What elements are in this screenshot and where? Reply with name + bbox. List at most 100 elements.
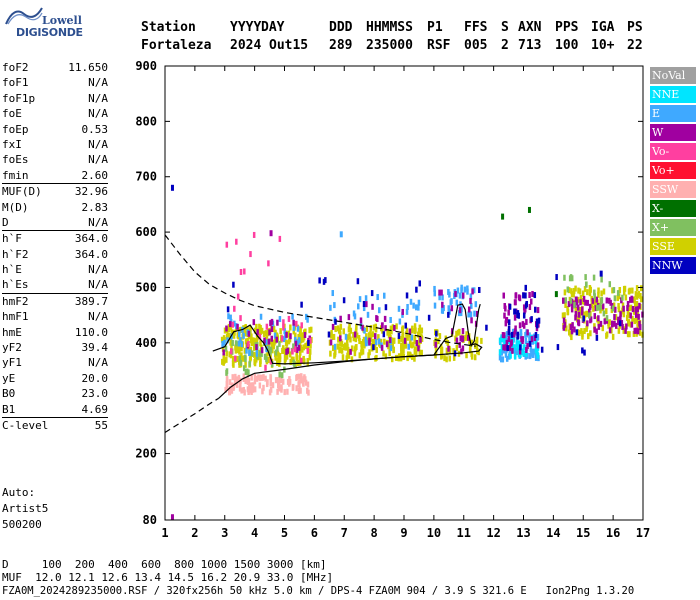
echo-point: [222, 354, 226, 361]
param-row: foF1p N/A: [2, 91, 108, 106]
legend-item-noval: NoVal: [650, 67, 696, 84]
param-value: N/A: [88, 263, 108, 277]
param-row: fmin 2.60: [2, 168, 108, 183]
echo-point: [567, 301, 571, 308]
echo-point: [400, 342, 403, 349]
logo-digisonde-text: DIGISONDE: [16, 26, 83, 39]
echo-point: [245, 347, 248, 354]
echo-point: [602, 288, 606, 295]
echo-point: [306, 381, 310, 388]
x-tick-label: 12: [486, 526, 500, 540]
echo-point: [583, 286, 587, 293]
ionosonde-wave-icon: [5, 7, 43, 25]
echo-point: [260, 350, 263, 357]
echo-point: [419, 336, 422, 343]
echo-point: [255, 375, 259, 382]
echo-point: [434, 341, 437, 348]
echo-point: [417, 327, 421, 334]
echo-point: [603, 318, 607, 325]
echo-point: [291, 348, 294, 355]
echo-point: [375, 346, 378, 353]
echo-point: [269, 352, 272, 359]
echo-point: [581, 330, 584, 337]
echo-point: [336, 325, 340, 332]
echo-point: [341, 354, 345, 361]
echo-point: [567, 287, 571, 294]
echo-point: [469, 311, 473, 318]
scaled-parameters-panel: foF2 11.650 foF1 N/A foF1p N/A foE N/A foEp 0.53 f…: [2, 60, 108, 433]
x-tick-label: 16: [606, 526, 620, 540]
y-tick-label: 300: [135, 391, 157, 405]
echo-point: [401, 339, 405, 346]
echo-point: [292, 324, 296, 331]
echo-point: [348, 332, 351, 339]
echo-point: [577, 320, 581, 327]
echo-point: [608, 319, 611, 326]
echo-point: [294, 340, 298, 347]
echo-point: [577, 287, 580, 294]
echo-point: [384, 304, 388, 311]
echo-point: [269, 380, 272, 387]
echo-point: [269, 358, 273, 365]
param-name: foEs: [2, 153, 29, 167]
echo-point: [509, 352, 512, 359]
header-label-year: YYYY: [230, 20, 262, 35]
echo-point: [525, 318, 528, 325]
echo-point: [225, 241, 229, 248]
echo-point: [284, 355, 287, 362]
echo-point: [585, 310, 588, 317]
echo-point: [279, 328, 282, 335]
echo-point: [573, 302, 576, 309]
echo-point: [230, 387, 234, 394]
echo-point: [502, 292, 505, 299]
echo-point: [447, 305, 450, 312]
echo-point: [460, 287, 463, 294]
param-name: fmin: [2, 168, 29, 182]
echo-point: [253, 327, 257, 334]
echo-point: [292, 343, 295, 350]
param-name: fxI: [2, 137, 22, 151]
echo-point: [586, 320, 589, 327]
echo-point: [228, 321, 232, 328]
echo-point: [269, 346, 273, 353]
echo-point: [635, 293, 639, 300]
param-value: 11.650: [68, 61, 108, 74]
echo-point: [302, 355, 305, 362]
echo-point: [619, 315, 622, 322]
echo-point: [530, 350, 533, 357]
echo-point: [595, 304, 599, 311]
echo-point: [358, 338, 361, 345]
echo-point: [329, 350, 332, 357]
curve-profile-lower-dashed: [164, 397, 220, 434]
param-value: N/A: [88, 137, 108, 151]
echo-point: [298, 355, 301, 362]
param-row: hmF1 N/A: [2, 309, 108, 324]
echo-point: [593, 293, 596, 300]
echo-point: [238, 331, 241, 338]
echo-point: [233, 329, 236, 336]
echo-point: [469, 293, 473, 300]
echo-point: [623, 285, 627, 292]
echo-point: [302, 380, 305, 387]
echo-point: [295, 355, 299, 362]
echo-point: [278, 374, 282, 381]
echo-point: [501, 336, 505, 343]
echo-point: [225, 368, 229, 375]
echo-point: [503, 303, 506, 310]
echo-point: [600, 290, 603, 297]
echo-point: [333, 343, 337, 350]
echo-point: [236, 356, 239, 363]
echo-point: [447, 289, 450, 296]
echo-point: [338, 347, 341, 354]
echo-point: [449, 299, 453, 306]
echo-point: [634, 306, 638, 313]
echo-point: [237, 340, 241, 347]
header-value-ps: 22: [627, 38, 643, 53]
echo-point: [610, 321, 614, 328]
echo-point: [267, 338, 271, 345]
echo-point: [505, 331, 509, 338]
echo-point: [383, 315, 387, 322]
echo-point: [448, 355, 451, 362]
echo-point: [298, 385, 301, 392]
echo-point: [458, 341, 461, 348]
